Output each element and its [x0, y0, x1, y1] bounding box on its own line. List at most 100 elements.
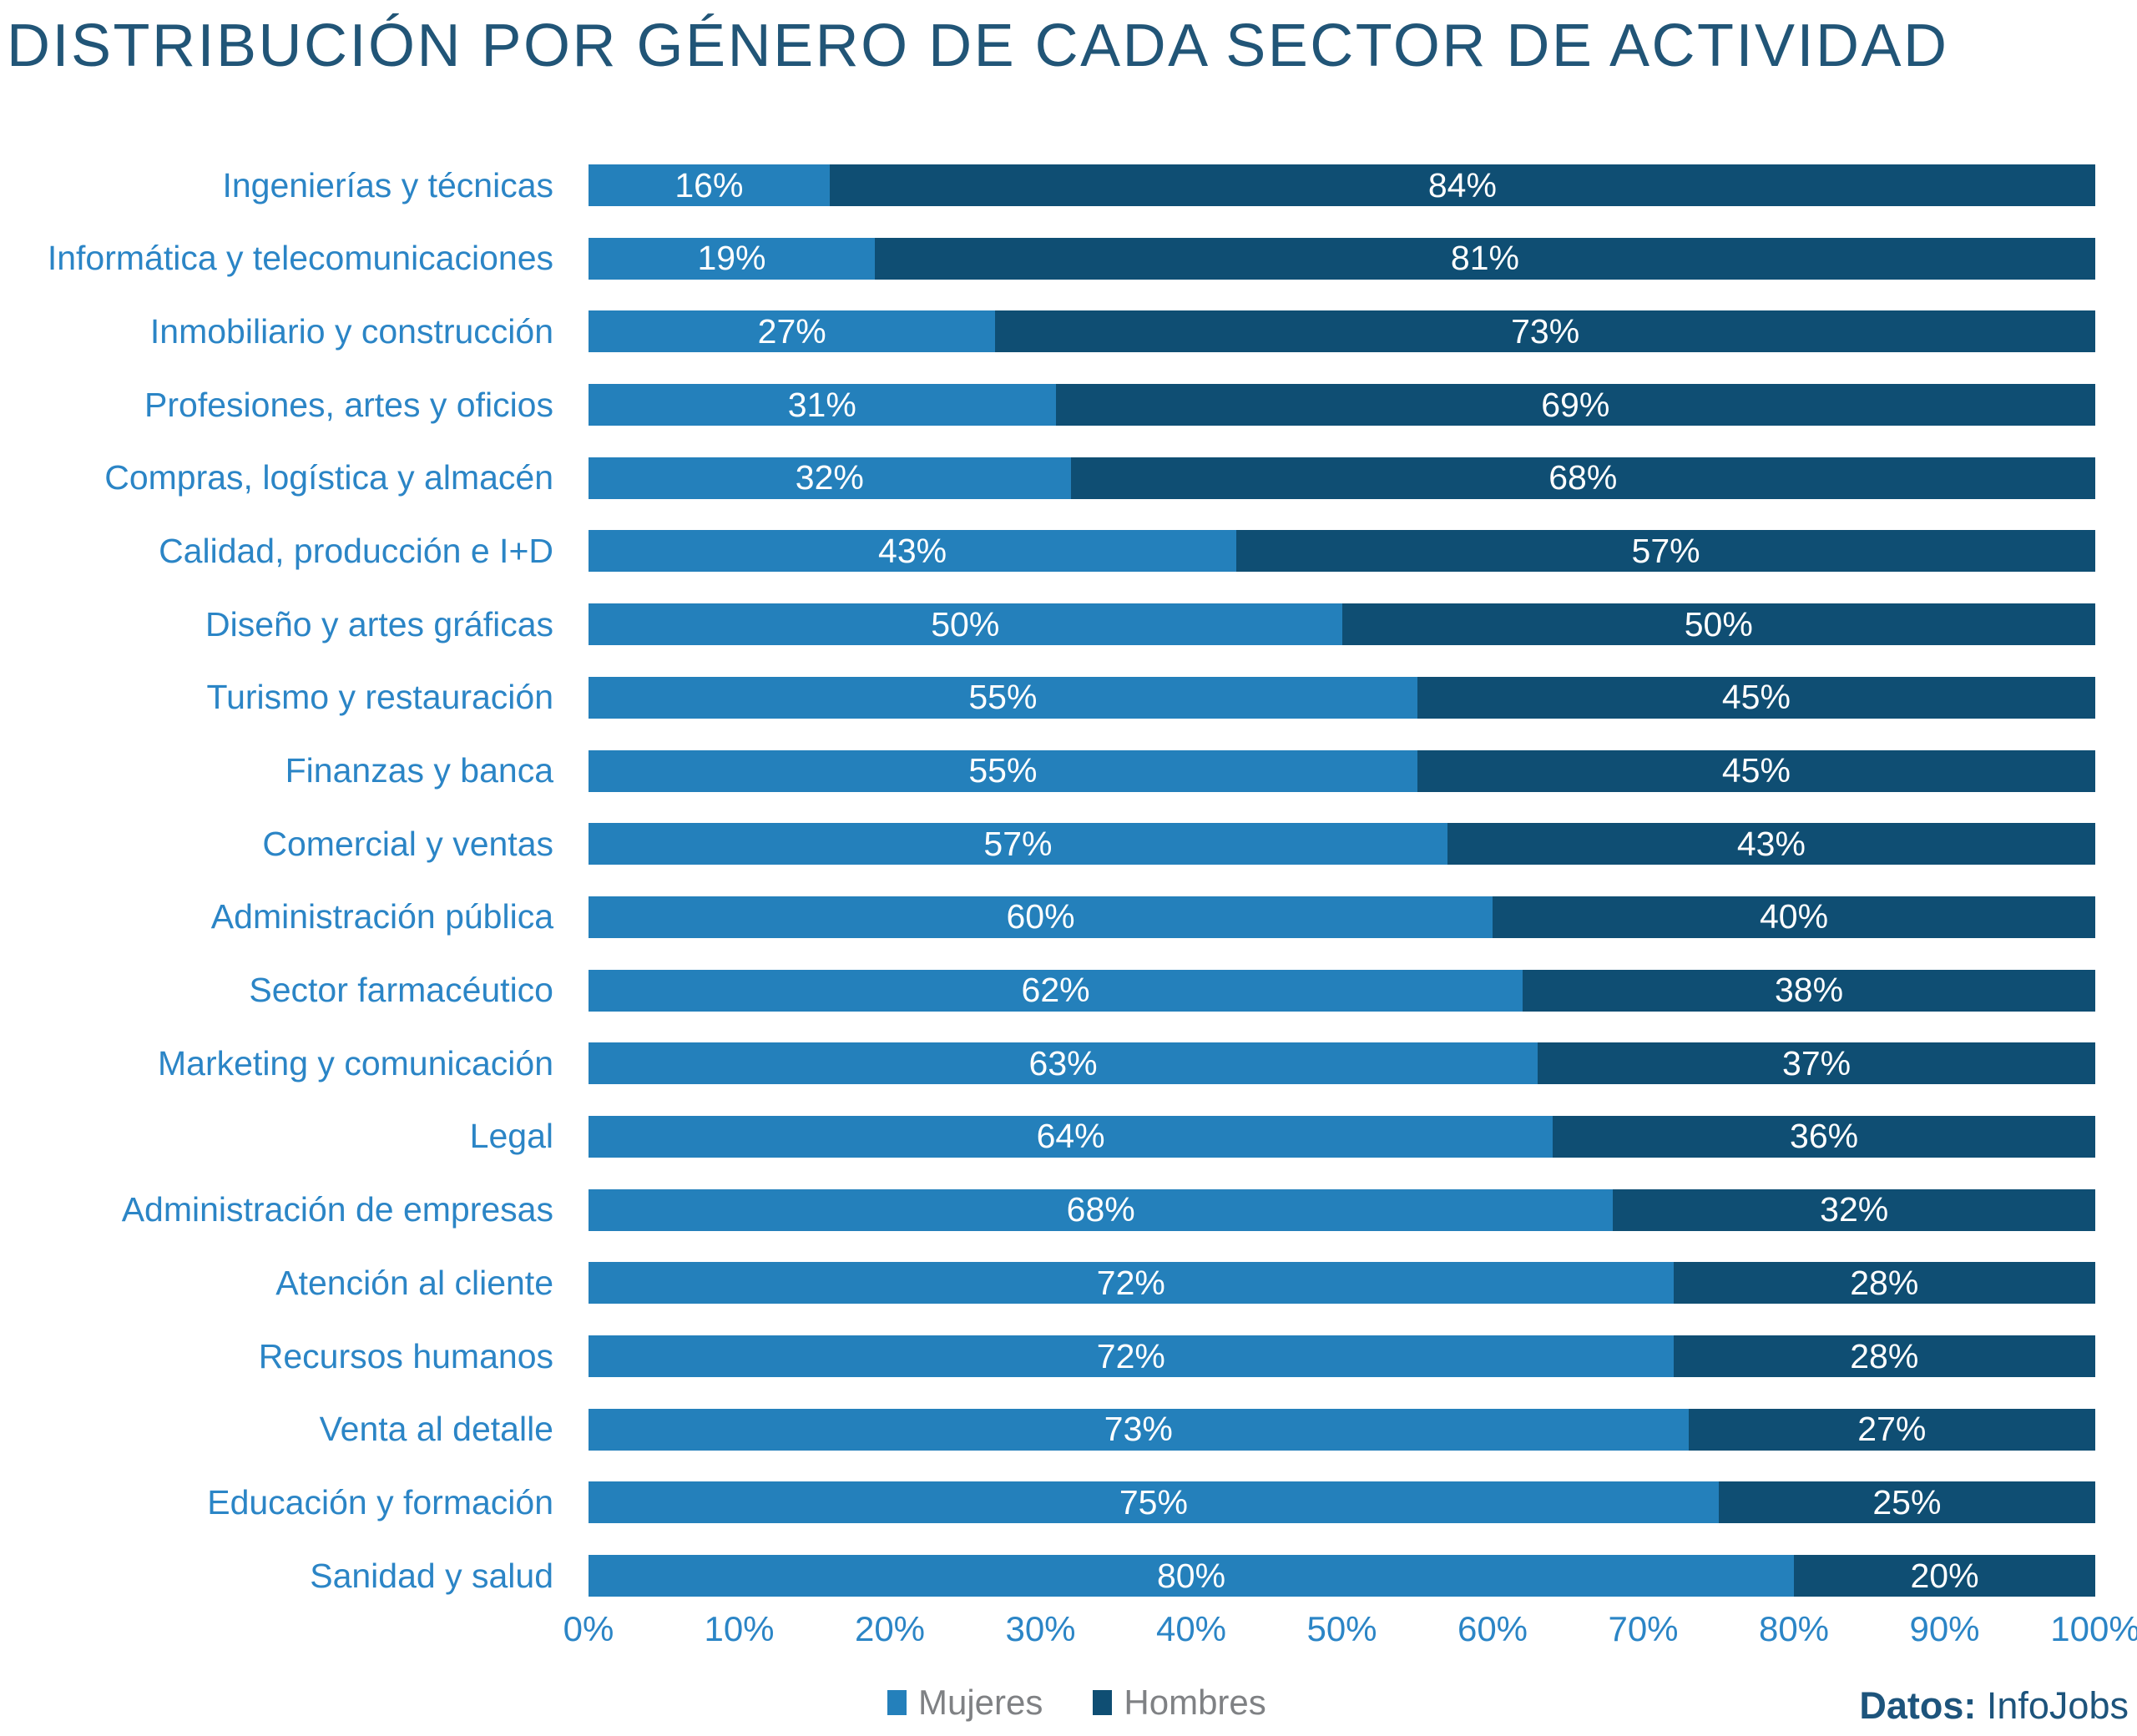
mujeres-bar-segment: 60%	[589, 896, 1493, 938]
mujeres-swatch-icon	[887, 1690, 907, 1715]
stacked-bar: 55% 45%	[589, 676, 2095, 719]
hombres-bar-segment: 37%	[1538, 1042, 2095, 1085]
hombres-bar-segment: 27%	[1688, 1408, 2095, 1451]
hombres-bar-segment: 81%	[874, 237, 2095, 280]
hombres-value-label: 45%	[1721, 751, 1791, 790]
hombres-bar-segment: 40%	[1493, 896, 2095, 938]
mujeres-bar-segment: 31%	[589, 384, 1056, 426]
mujeres-value-label: 55%	[968, 751, 1038, 790]
bar-row: Educación y formación 75% 25%	[0, 1481, 2137, 1524]
category-label: Educación y formación	[207, 1482, 553, 1522]
mujeres-bar-segment: 27%	[589, 310, 996, 353]
mujeres-value-label: 31%	[787, 385, 856, 424]
bar-row: Administración de empresas 68% 32%	[0, 1188, 2137, 1231]
mujeres-bar-segment: 73%	[589, 1408, 1689, 1451]
stacked-bar: 31% 69%	[589, 384, 2095, 426]
mujeres-bar-segment: 55%	[589, 749, 1417, 792]
mujeres-value-label: 72%	[1096, 1263, 1165, 1302]
hombres-value-label: 73%	[1511, 311, 1580, 351]
hombres-bar-segment: 38%	[1523, 969, 2095, 1012]
hombres-bar-segment: 69%	[1055, 384, 2095, 426]
category-label: Administración de empresas	[121, 1190, 553, 1229]
hombres-value-label: 36%	[1790, 1117, 1859, 1156]
mujeres-value-label: 27%	[757, 311, 826, 351]
x-axis-tick: 70%	[1608, 1609, 1679, 1648]
stacked-bar: 63% 37%	[589, 1042, 2095, 1085]
category-label: Turismo y restauración	[206, 678, 553, 717]
hombres-bar-segment: 28%	[1673, 1335, 2095, 1377]
category-label: Finanzas y banca	[285, 751, 553, 790]
bar-row: Profesiones, artes y oficios 31% 69%	[0, 384, 2137, 426]
mujeres-value-label: 72%	[1096, 1336, 1165, 1375]
mujeres-bar-segment: 72%	[589, 1262, 1674, 1305]
hombres-value-label: 28%	[1850, 1263, 1919, 1302]
stacked-bar: 75% 25%	[589, 1481, 2095, 1524]
mujeres-bar-segment: 72%	[589, 1335, 1674, 1377]
hombres-value-label: 20%	[1910, 1556, 1979, 1595]
hombres-value-label: 57%	[1631, 531, 1700, 570]
stacked-bar: 72% 28%	[589, 1262, 2095, 1305]
x-axis-tick: 50%	[1306, 1609, 1377, 1648]
bar-row: Informática y telecomunicaciones 19% 81%	[0, 237, 2137, 280]
category-label: Compras, logística y almacén	[104, 458, 553, 497]
stacked-bar: 50% 50%	[589, 603, 2095, 646]
mujeres-value-label: 62%	[1021, 971, 1090, 1010]
hombres-value-label: 81%	[1450, 239, 1519, 278]
legend-item-mujeres: Mujeres	[887, 1683, 1043, 1723]
mujeres-value-label: 80%	[1156, 1556, 1226, 1595]
mujeres-value-label: 16%	[674, 165, 744, 204]
bar-row: Atención al cliente 72% 28%	[0, 1262, 2137, 1305]
stacked-bar: 55% 45%	[589, 749, 2095, 792]
mujeres-bar-segment: 16%	[589, 164, 830, 206]
mujeres-value-label: 63%	[1028, 1043, 1098, 1082]
mujeres-bar-segment: 57%	[589, 823, 1447, 865]
x-axis-tick: 80%	[1758, 1609, 1830, 1648]
mujeres-value-label: 57%	[983, 824, 1053, 863]
hombres-bar-segment: 57%	[1236, 530, 2095, 573]
category-label: Calidad, producción e I+D	[159, 531, 553, 570]
category-label: Atención al cliente	[275, 1263, 553, 1302]
hombres-value-label: 50%	[1684, 604, 1753, 643]
stacked-bar: 32% 68%	[589, 457, 2095, 499]
mujeres-bar-segment: 62%	[589, 969, 1523, 1012]
hombres-value-label: 32%	[1820, 1190, 1889, 1229]
category-label: Informática y telecomunicaciones	[47, 239, 553, 278]
hombres-bar-segment: 45%	[1417, 749, 2095, 792]
hombres-bar-segment: 28%	[1673, 1262, 2095, 1305]
mujeres-value-label: 64%	[1036, 1117, 1105, 1156]
category-label: Venta al detalle	[319, 1410, 553, 1449]
legend-label: Hombres	[1124, 1683, 1266, 1722]
category-label: Sanidad y salud	[310, 1556, 553, 1595]
mujeres-value-label: 73%	[1104, 1410, 1173, 1449]
stacked-bar: 57% 43%	[589, 823, 2095, 865]
mujeres-value-label: 68%	[1066, 1190, 1135, 1229]
category-label: Comercial y ventas	[262, 824, 553, 863]
mujeres-bar-segment: 80%	[589, 1555, 1794, 1597]
mujeres-value-label: 50%	[931, 604, 1000, 643]
category-label: Ingenierías y técnicas	[222, 165, 553, 204]
x-axis-tick: 10%	[704, 1609, 775, 1648]
x-axis: 0% 10% 20% 30% 40% 50% 60% 70% 80% 90% 100%	[563, 1609, 2137, 1651]
category-label: Legal	[469, 1117, 553, 1156]
hombres-bar-segment: 73%	[995, 310, 2095, 353]
stacked-bar: 60% 40%	[589, 896, 2095, 938]
bar-row: Sanidad y salud 80% 20%	[0, 1555, 2137, 1597]
data-source: Datos: InfoJobs	[1859, 1684, 2129, 1728]
x-axis-tick: 90%	[1909, 1609, 1980, 1648]
hombres-value-label: 68%	[1548, 458, 1618, 497]
hombres-value-label: 69%	[1541, 385, 1610, 424]
hombres-value-label: 28%	[1850, 1336, 1919, 1375]
bar-chart: Ingenierías y técnicas 16% 84% Informática …	[0, 164, 2137, 1597]
data-source-value: InfoJobs	[1986, 1684, 2129, 1727]
bar-row: Comercial y ventas 57% 43%	[0, 823, 2137, 865]
bar-row: Turismo y restauración 55% 45%	[0, 676, 2137, 719]
mujeres-bar-segment: 55%	[589, 676, 1417, 719]
x-axis-tick: 0%	[563, 1609, 614, 1648]
stacked-bar: 16% 84%	[589, 164, 2095, 206]
stacked-bar: 72% 28%	[589, 1335, 2095, 1377]
bar-row: Diseño y artes gráficas 50% 50%	[0, 603, 2137, 646]
hombres-swatch-icon	[1093, 1690, 1113, 1715]
category-label: Inmobiliario y construcción	[149, 311, 553, 351]
hombres-value-label: 37%	[1782, 1043, 1852, 1082]
